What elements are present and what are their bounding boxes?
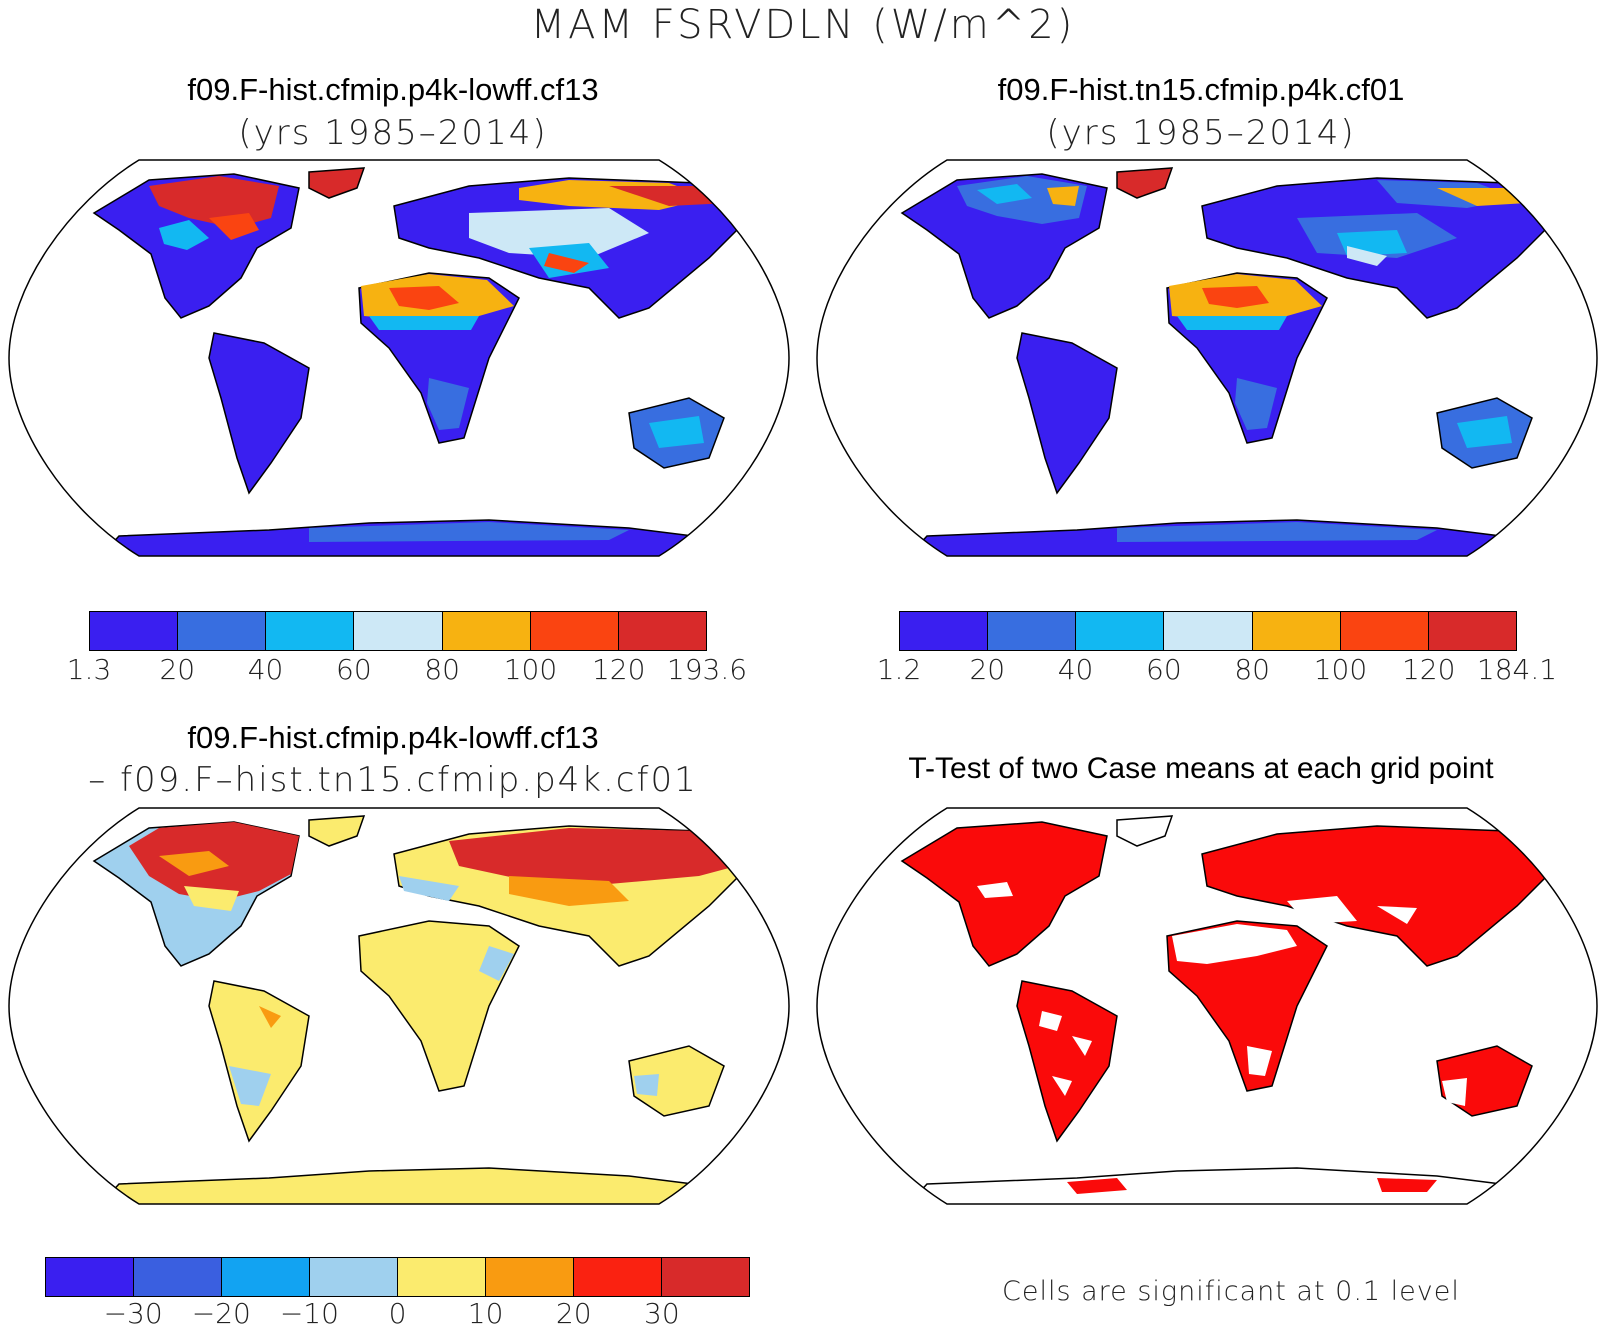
colorbar-tick-label: 1.3	[66, 653, 112, 686]
top-left-years: (yrs 1985–2014)	[238, 113, 548, 153]
significance-note: Cells are significant at 0.1 level	[1002, 1276, 1460, 1307]
colorbar-tick-label: 184.1	[1476, 653, 1558, 686]
colorbar-tick-label: 100	[503, 653, 558, 686]
colorbar-tick-label: 10	[467, 1297, 504, 1330]
top-left-colorbar-swatch	[178, 612, 267, 650]
greenland-landmass	[308, 167, 366, 199]
bottom-left-map-border	[8, 807, 790, 1205]
bottom-right-title: T-Test of two Case means at each grid po…	[908, 752, 1494, 785]
bottom-left-colorbar-swatch	[134, 1258, 222, 1296]
bottom-left-colorbar-swatch	[398, 1258, 486, 1296]
top-right-colorbar-swatch	[1164, 612, 1253, 650]
colorbar-tick-label: 60	[1146, 653, 1182, 686]
figure-title: MAM FSRVDLN (W/m^2)	[530, 2, 1076, 48]
top-right-colorbar-swatch	[900, 612, 989, 650]
bottom-left-colorbar-swatch	[486, 1258, 574, 1296]
colorbar-tick-label: 100	[1313, 653, 1368, 686]
top-left-colorbar-swatch	[266, 612, 355, 650]
bottom-left-colorbar-swatch	[574, 1258, 662, 1296]
colorbar-tick-label: 30	[644, 1297, 680, 1330]
colorbar-tick-label: −30	[103, 1297, 163, 1330]
colorbar-tick-label: 40	[1057, 653, 1094, 686]
top-left-map	[8, 159, 790, 557]
top-left-colorbar-swatch	[442, 612, 531, 650]
bottom-left-colorbar-swatch	[222, 1258, 310, 1296]
colorbar-tick-label: 80	[1234, 653, 1270, 686]
colorbar-tick-label: 20	[555, 1297, 592, 1330]
top-left-colorbar-swatch	[354, 612, 443, 650]
bottom-left-map	[8, 807, 790, 1205]
top-right-colorbar-swatch	[1428, 612, 1516, 650]
south-america-landmass	[208, 980, 310, 1143]
colorbar-tick-label: −20	[191, 1297, 251, 1330]
top-left-colorbar-swatch	[618, 612, 706, 650]
top-left-case-title: f09.F-hist.cfmip.p4k-lowff.cf13	[187, 72, 599, 107]
bottom-left-colorbar-swatch	[662, 1258, 749, 1296]
top-right-colorbar-swatch	[1076, 612, 1165, 650]
top-right-years: (yrs 1985–2014)	[1046, 113, 1356, 153]
top-left-colorbar-swatch	[90, 612, 179, 650]
greenland-landmass	[308, 815, 366, 847]
bottom-left-case-title: f09.F-hist.cfmip.p4k-lowff.cf13	[187, 720, 599, 755]
antarctica-landmass	[97, 1167, 750, 1204]
colorbar-tick-label: 120	[1401, 653, 1456, 686]
bottom-right-map-border	[816, 807, 1598, 1205]
top-left-colorbar	[89, 611, 707, 651]
colorbar-tick-label: 80	[424, 653, 460, 686]
greenland-landmass	[1116, 815, 1174, 847]
colorbar-tick-label: 0	[388, 1297, 407, 1330]
top-right-colorbar	[899, 611, 1517, 651]
top-left-map-border	[8, 159, 790, 557]
colorbar-tick-label: 20	[969, 653, 1006, 686]
top-right-case-title: f09.F-hist.tn15.cfmip.p4k.cf01	[997, 72, 1405, 107]
top-right-colorbar-swatch	[988, 612, 1077, 650]
colorbar-tick-label: 1.2	[876, 653, 922, 686]
bottom-left-colorbar-swatch	[46, 1258, 134, 1296]
africa-landmass	[358, 920, 520, 1092]
colorbar-tick-label: 120	[591, 653, 646, 686]
top-right-colorbar-swatch	[1252, 612, 1341, 650]
colorbar-tick-label: 40	[247, 653, 284, 686]
top-right-colorbar-swatch	[1340, 612, 1429, 650]
bottom-left-colorbar	[45, 1257, 750, 1297]
greenland-landmass	[1116, 167, 1174, 199]
bottom-right-map	[816, 807, 1598, 1205]
antarctica-landmass	[905, 1167, 1558, 1204]
bottom-left-minus-case: – f09.F–hist.tn15.cfmip.p4k.cf01	[88, 760, 698, 800]
south-america-landmass	[208, 332, 310, 495]
colorbar-tick-label: 20	[159, 653, 196, 686]
australia-landmass	[628, 1045, 725, 1117]
top-right-map-border	[816, 159, 1598, 557]
top-right-map	[816, 159, 1598, 557]
top-left-colorbar-swatch	[530, 612, 619, 650]
bottom-left-colorbar-swatch	[310, 1258, 398, 1296]
eurasia-landmass	[1201, 825, 1559, 967]
colorbar-tick-label: −10	[279, 1297, 339, 1330]
south-america-landmass	[1016, 332, 1118, 495]
colorbar-tick-label: 60	[336, 653, 372, 686]
colorbar-tick-label: 193.6	[666, 653, 748, 686]
